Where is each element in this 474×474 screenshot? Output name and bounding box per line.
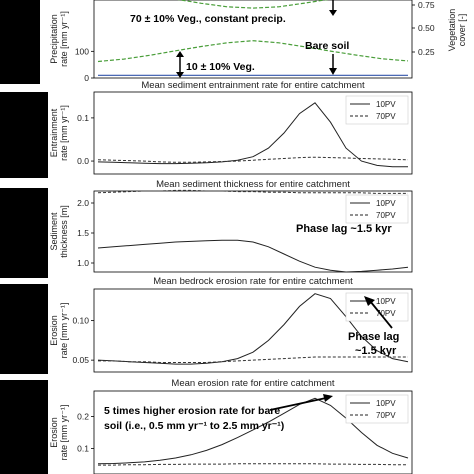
chart-panel: Mean erosion rate for entire catchment 0.… bbox=[49, 378, 413, 474]
panel-letter: (e) bbox=[8, 421, 21, 435]
legend-label: 10PV bbox=[376, 100, 396, 109]
chart-panel: Mean sediment entrainment rate for entir… bbox=[49, 80, 413, 175]
panel-side-bar bbox=[0, 0, 40, 84]
y-tick-label: 2.0 bbox=[77, 198, 89, 208]
legend-label: 70PV bbox=[376, 211, 396, 220]
panel-letter: (a) bbox=[8, 22, 22, 36]
series-line-70pv bbox=[98, 463, 408, 466]
y-tick-label: 0 bbox=[84, 73, 89, 83]
panel-side-bar bbox=[0, 188, 48, 278]
legend-label: 10PV bbox=[376, 297, 396, 306]
panel-side-bar bbox=[0, 92, 48, 178]
series-line-70pv bbox=[97, 156, 409, 163]
y-tick-label: 0.1 bbox=[77, 113, 89, 123]
y-axis-label: Erosionrate [mm yr⁻¹] bbox=[49, 405, 69, 461]
annotation-10-veg: 10 ± 10% Veg. bbox=[186, 61, 255, 73]
chart-panel: Mean bedrock erosion rate for entire cat… bbox=[49, 276, 413, 373]
legend-box bbox=[345, 95, 409, 125]
series-line-a1 bbox=[97, 40, 409, 63]
legend-label: 10PV bbox=[376, 199, 396, 208]
arrow-bare-soil-head bbox=[329, 68, 337, 75]
plot-frame bbox=[93, 390, 413, 474]
chart-title: Mean erosion rate for entire catchment bbox=[171, 378, 335, 389]
panel-letter: (d) bbox=[8, 316, 23, 330]
phase-lag-arrow-head bbox=[364, 296, 375, 306]
double-arrow-head bbox=[176, 72, 184, 78]
panel-side-bar bbox=[0, 284, 48, 374]
y-tick-label: 1.5 bbox=[77, 228, 89, 238]
y2-tick-label: 0.50 bbox=[418, 23, 435, 33]
plot-frame bbox=[93, 190, 413, 273]
annotation-phase-lag: Phase lag ~1.5 kyr bbox=[348, 331, 399, 357]
erosion-arrow-head bbox=[323, 394, 333, 402]
plot-frame bbox=[93, 0, 413, 79]
y2-tick-label: 0.25 bbox=[418, 47, 435, 57]
chart-panel: Mean sediment thickness for entire catch… bbox=[49, 179, 413, 273]
y-axis-label: Sedimentthickness [m] bbox=[49, 205, 69, 258]
erosion-arrow bbox=[269, 397, 327, 411]
series-line-10pv bbox=[97, 102, 408, 168]
annotation-70-veg: 70 ± 10% Veg., constant precip. bbox=[130, 13, 286, 25]
y-axis-label: Precipitationrate [mm yr⁻¹] bbox=[49, 11, 69, 67]
chart-title: Mean sediment thickness for entire catch… bbox=[156, 179, 350, 190]
y-tick-label: 0.0 bbox=[77, 156, 89, 166]
annotation-bare-soil: Bare soil bbox=[305, 40, 349, 52]
series-line-10pv bbox=[97, 293, 409, 365]
panel-letter: (c) bbox=[8, 218, 21, 232]
phase-lag-arrow bbox=[369, 300, 393, 329]
series-line-10pv bbox=[97, 397, 409, 465]
y-tick-label: 0.1 bbox=[77, 443, 89, 453]
chart-title: Mean bedrock erosion rate for entire cat… bbox=[153, 276, 353, 287]
chart-title: Mean sediment entrainment rate for entir… bbox=[141, 80, 365, 91]
y-tick-label: 1.0 bbox=[77, 258, 89, 268]
y-tick-label: 0.05 bbox=[72, 355, 89, 365]
plot-frame bbox=[93, 91, 413, 175]
double-arrow-head bbox=[176, 51, 184, 57]
legend-box bbox=[345, 394, 409, 424]
series-line-a0 bbox=[177, 0, 329, 9]
y-tick-label: 100 bbox=[75, 46, 89, 56]
legend-label: 70PV bbox=[376, 112, 396, 121]
y2-tick-label: 0.75 bbox=[418, 0, 435, 10]
y-axis-label: Erosionrate [mm yr⁻¹] bbox=[49, 303, 69, 359]
panel-letter: (b) bbox=[8, 120, 23, 134]
y2-axis-label: Vegetationcover [-] bbox=[447, 9, 467, 52]
legend-box bbox=[345, 292, 409, 322]
plot-frame bbox=[93, 288, 413, 373]
y-tick-label: 0.2 bbox=[77, 412, 89, 422]
chart-panel: 0 100 0.25 0.50 0.75 Vegetationcover [-] Preci… bbox=[49, 0, 467, 83]
arrow-top-head bbox=[329, 10, 337, 16]
series-line-70pv bbox=[98, 356, 408, 363]
legend-label: 70PV bbox=[376, 309, 396, 318]
y-tick-label: 0.10 bbox=[72, 316, 89, 326]
annotation-phase-lag: Phase lag ~1.5 kyr bbox=[296, 223, 392, 235]
legend-box bbox=[345, 194, 409, 224]
panel-side-bar bbox=[0, 380, 48, 474]
series-line-10pv bbox=[97, 239, 409, 273]
series-line-70pv bbox=[97, 189, 408, 194]
legend-label: 10PV bbox=[376, 399, 396, 408]
annotation-erosion-increase: 5 times higher erosion rate for bare soil… bbox=[104, 405, 284, 432]
y-axis-label: Entrainmentrate [mm yr⁻¹] bbox=[49, 105, 69, 161]
legend-label: 70PV bbox=[376, 411, 396, 420]
